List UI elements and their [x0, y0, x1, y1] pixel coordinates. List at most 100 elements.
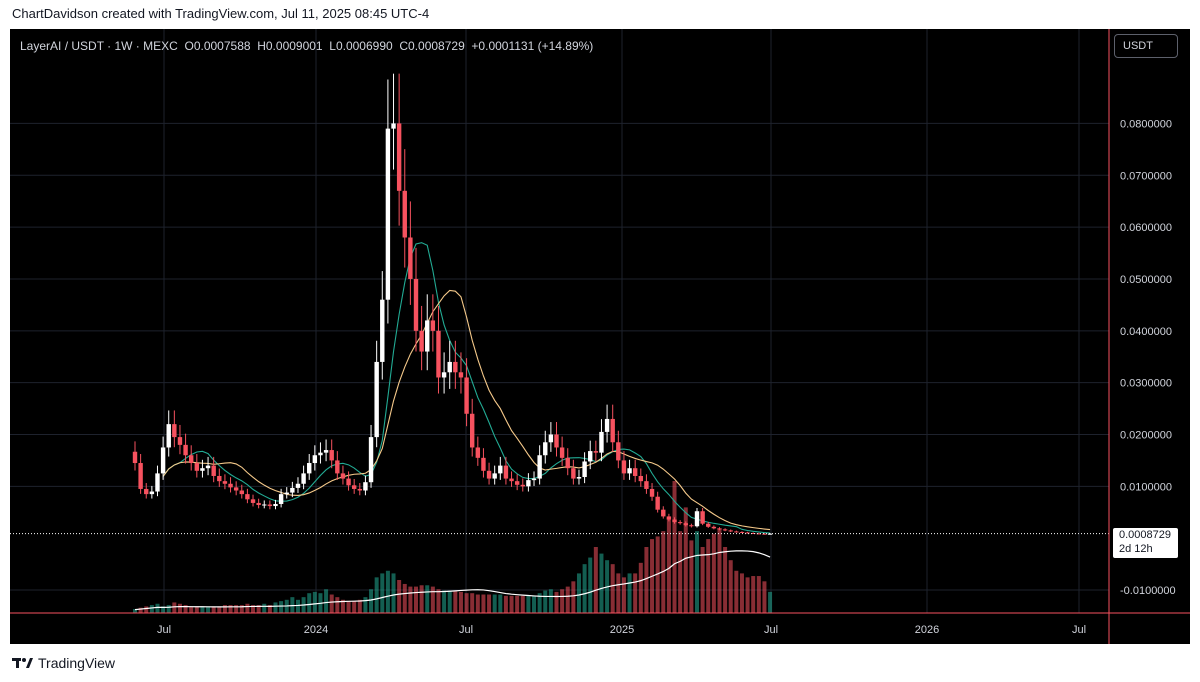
candle-body — [290, 487, 295, 493]
volume-bar — [627, 573, 632, 613]
candle-body — [677, 522, 683, 524]
candle-body — [503, 465, 509, 479]
candle-body — [211, 465, 216, 476]
volume-bar — [739, 573, 744, 613]
volume-bar — [228, 605, 233, 613]
candle-body — [396, 123, 402, 191]
candle-body — [621, 460, 627, 474]
candle-body — [149, 491, 155, 495]
candle-body — [514, 481, 520, 485]
volume-bar — [346, 601, 351, 613]
volume-bar — [492, 594, 497, 613]
candle-body — [756, 533, 762, 535]
volume-bar — [183, 605, 188, 613]
volume-bar — [644, 547, 649, 613]
volume-bar — [217, 606, 222, 613]
volume-bar — [352, 601, 357, 613]
candle-body — [498, 465, 503, 474]
symbol-label[interactable]: LayerAI / USDT · 1W · MEXC — [20, 39, 178, 53]
candle-body — [638, 475, 643, 482]
volume-bar — [621, 577, 626, 613]
candle-body — [593, 451, 599, 453]
currency-selector[interactable]: USDT — [1114, 34, 1178, 58]
volume-bar — [655, 536, 660, 613]
volume-bar — [689, 540, 694, 613]
candle-body — [217, 475, 222, 482]
volume-bar — [161, 606, 166, 613]
volume-bar — [571, 581, 576, 613]
volume-bar — [610, 564, 615, 613]
volume-bar — [329, 594, 334, 613]
volume-average-line — [134, 550, 771, 611]
volume-bar — [312, 591, 317, 613]
volume-bar — [672, 481, 677, 613]
candle-body — [706, 523, 711, 527]
candle-body — [436, 330, 441, 378]
candle-body — [492, 473, 497, 479]
candle-body — [486, 470, 492, 479]
volume-bar — [734, 570, 739, 613]
candle-body — [447, 361, 452, 373]
candle-body — [694, 511, 700, 527]
volume-bar — [335, 597, 340, 613]
candle-body — [644, 481, 649, 489]
candle-body — [661, 509, 666, 517]
candle-body — [683, 523, 688, 526]
time-tick-label: Jul — [157, 624, 171, 636]
volume-bar — [537, 593, 542, 613]
last-price-value: 0.0008729 — [1119, 529, 1171, 541]
price-tick-label: 0.0300000 — [1120, 378, 1172, 390]
candle-body — [751, 533, 756, 535]
candle-body — [565, 457, 570, 469]
candle-body — [520, 484, 525, 487]
volume-bar — [475, 594, 480, 613]
candle-body — [419, 330, 424, 352]
candle-body — [711, 526, 717, 529]
candle-body — [576, 477, 582, 479]
volume-bar — [751, 576, 756, 613]
candle-body — [155, 473, 160, 492]
volume-bar — [481, 594, 486, 613]
candle-body — [166, 424, 171, 448]
candle-body — [194, 463, 200, 471]
candle-body — [222, 481, 228, 484]
candle-body — [475, 447, 481, 458]
tradingview-logo-icon — [12, 658, 33, 668]
price-tick-label: 0.0100000 — [1120, 481, 1172, 493]
candle-body — [599, 431, 604, 453]
candle-body — [132, 451, 138, 464]
time-tick-label: Jul — [764, 624, 778, 636]
price-tick-label: 0.0800000 — [1120, 118, 1172, 130]
volume-bar — [340, 599, 345, 613]
high-value: H0.0009001 — [257, 39, 323, 53]
candle-body — [767, 533, 773, 535]
volume-bar — [166, 605, 171, 613]
chart-frame[interactable]: 0.0800000 0.0700000 0.0600000 0.0500000 0.04… — [10, 29, 1190, 644]
candle-body — [402, 190, 407, 238]
candle-body — [262, 504, 267, 506]
candle-body — [470, 413, 475, 448]
volume-bar — [397, 580, 402, 613]
volume-bar — [666, 517, 671, 613]
volume-bar — [717, 528, 722, 613]
volume-bar — [745, 577, 750, 613]
volume-bar — [256, 605, 261, 613]
price-chart[interactable]: 0.0800000 0.0700000 0.0600000 0.0500000 0.04… — [10, 29, 1190, 644]
price-tick-label: 0.0600000 — [1120, 222, 1172, 234]
price-tick-label: -0.0100000 — [1120, 585, 1176, 597]
time-tick-label: 2024 — [304, 624, 328, 636]
time-tick-label: 2025 — [610, 624, 634, 636]
volume-bar — [706, 539, 711, 613]
volume-bar — [728, 560, 733, 613]
candle-body — [172, 424, 177, 438]
candle-body — [531, 478, 537, 481]
volume-bar — [458, 591, 463, 613]
candle-body — [160, 447, 166, 474]
candle-body — [655, 496, 660, 510]
candle-body — [318, 452, 323, 456]
volume-bar — [638, 562, 643, 613]
volume-bar — [357, 599, 362, 613]
volume-bar — [374, 577, 379, 613]
tradingview-brand: TradingView — [12, 655, 115, 671]
volume-bar — [582, 564, 587, 613]
